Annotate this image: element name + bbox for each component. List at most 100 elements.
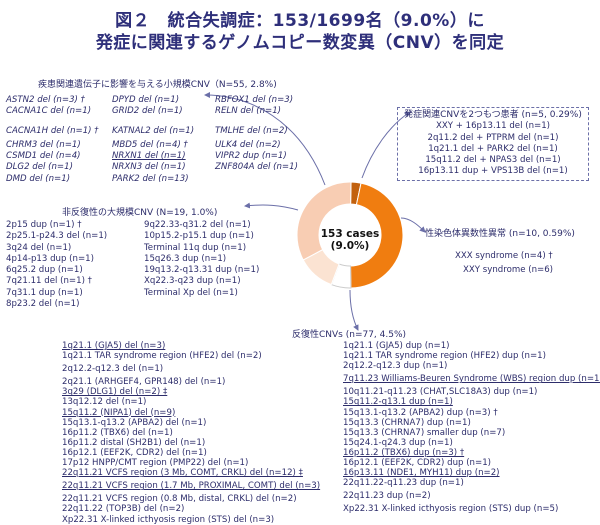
arrow-two-cnv — [361, 111, 411, 179]
donut-slice-recurrent — [350, 182, 404, 289]
recurrent-col2: 1q21.1 (GJA5) dup (n=1) 1q21.1 TAR syndr… — [343, 341, 600, 515]
recurrent-item: 7q11.23 Williams-Beuren Syndrome (WBS) r… — [343, 374, 600, 385]
nonrecurrent-item: Terminal 11q dup (n=1) — [144, 242, 247, 253]
small-cnv-item: ASTN2 del (n=3) † — [6, 95, 85, 105]
recurrent-item: 1q21.1 (GJA5) dup (n=1) — [343, 341, 450, 351]
arrow-nonrecurrent — [244, 202, 299, 211]
nonrecurrent-item: 3q24 del (n=1) — [6, 242, 72, 253]
nonrecurrent-item: 10p15.2-p15.1 dup (n=1) — [144, 231, 254, 242]
nonrecurrent-item: 2p15 dup (n=1) † — [6, 220, 82, 230]
nonrecurrent-item: Xq22.3-q23 dup (n=1) — [144, 276, 241, 287]
sex-chrom-heading: 性染色体異数性異常 (n=10, 0.59%) — [425, 229, 575, 239]
two-cnv-heading: 発症関連CNVを2つもつ患者 (n=5, 0.29%) — [404, 110, 582, 120]
small-cnv-heading: 疾患関連遺伝子に影響を与える小規模CNV（N=55, 2.8%) — [38, 80, 277, 90]
recurrent-col1: 1q21.1 (GJA5) del (n=3) 1q21.1 TAR syndr… — [62, 341, 320, 525]
two-cnv-box — [397, 107, 589, 181]
recurrent-item: 15q13.1-q13.2 (APBA2) del (n=1) — [62, 417, 207, 428]
recurrent-item: 16p11.2 (TBX6) del (n=1) — [62, 427, 173, 438]
small-cnv-col2: DPYD del (n=1) GRID2 del (n=1) KATNAL2 d… — [112, 95, 194, 185]
two-cnv-item: 16p13.11 dup + VPS13B del (n=1) — [418, 166, 568, 177]
small-cnv-item: DPYD del (n=1) — [112, 95, 180, 105]
small-cnv-col1: ASTN2 del (n=3) † CACNA1C del (n=1) CACN… — [6, 95, 99, 185]
arrow-small-cnv — [204, 92, 326, 186]
figure-title-line1: 図２ 統合失調症：153/1699名（9.0%）に — [115, 11, 485, 31]
sex-chrom-item: XXY syndrome (n=6) — [463, 265, 554, 276]
nonrecurrent-col2: 9q22.33-q31.2 del (n=1) 10p15.2-p15.1 du… — [144, 220, 259, 299]
small-cnv-item: CACNA1H del (n=1) † — [6, 125, 99, 136]
arrow-recurrent — [349, 289, 359, 331]
recurrent-item: 15q13.3 (CHRNA7) smaller dup (n=7) — [343, 427, 506, 438]
two-cnv-item: 15q11.2 del + NPAS3 del (n=1) — [425, 155, 561, 166]
nonrecurrent-item: 9q22.33-q31.2 del (n=1) — [144, 220, 251, 230]
small-cnv-col3: RBFOX1 del (n=3) RELN del (n=1) TMLHE de… — [215, 95, 298, 174]
recurrent-item: 15q13.1-q13.2 (APBA2) dup (n=3) † — [343, 407, 498, 418]
small-cnv-item: RBFOX1 del (n=3) — [215, 95, 294, 105]
small-cnv-item: CHRM3 del (n=1) — [6, 139, 81, 150]
nonrecurrent-item: 19q13.2-q13.31 dup (n=1) — [144, 265, 260, 276]
donut-percent: (9.0%) — [330, 240, 370, 252]
small-cnv-item: DLG2 del (n=1) — [6, 162, 73, 173]
recurrent-item: 22q11.21 VCFS region (1.7 Mb, PROXIMAL, … — [62, 481, 321, 492]
recurrent-item: Xp22.31 X-linked icthyosis region (STS) … — [62, 514, 275, 525]
sex-chrom-item: XXX syndrome (n=4) † — [455, 251, 553, 261]
recurrent-item: 13q12.12 del (n=1) — [62, 397, 147, 408]
recurrent-item: 15q11.2 (NIPA1) del (n=9) — [62, 407, 176, 418]
recurrent-item: 16p12.1 (EEF2K, CDR2) del (n=1) — [62, 447, 207, 458]
small-cnv-item: GRID2 del (n=1) — [112, 106, 183, 117]
small-cnv-item: VIPR2 dup (n=1) — [215, 151, 287, 162]
nonrecurrent-item: 7q21.11 del (n=1) † — [6, 276, 92, 287]
two-cnv-item: 1q21.1 del + PARK2 del (n=1) — [428, 143, 558, 154]
recurrent-item: 22q11.22 (TOP3B) del (n=2) — [62, 504, 185, 515]
small-cnv-item: CSMD1 del (n=4) — [6, 151, 81, 162]
nonrecurrent-item: 2p25.1-p24.3 del (n=1) — [6, 231, 108, 242]
recurrent-item: 22q11.21 VCFS region (0.8 Mb, distal, CR… — [62, 494, 297, 505]
recurrent-item: 1q21.1 TAR syndrome region (HFE2) dup (n… — [343, 351, 546, 362]
nonrecurrent-item: 6q25.2 dup (n=1) — [6, 265, 83, 276]
small-cnv-item: ULK4 del (n=2) — [215, 139, 281, 150]
nonrecurrent-item: 8p23.2 del (n=1) — [6, 299, 80, 310]
donut-slice-small — [296, 181, 352, 261]
small-cnv-item: PARK2 del (n=13) — [112, 173, 189, 184]
recurrent-item: 2q21.1 (ARHGEF4, GPR148) del (n=1) — [62, 377, 226, 388]
recurrent-item: 16p11.2 distal (SH2B1) del (n=1) — [62, 437, 206, 448]
recurrent-item: 17p12 HNPP/CMT region (PMP22) del (n=1) — [62, 458, 249, 469]
recurrent-item: 16p11.2 (TBX6) dup (n=3) † — [343, 447, 465, 458]
two-cnv-item: XXY + 16p13.11 del (n=1) — [435, 121, 551, 132]
recurrent-item: 15q24.1-q24.3 dup (n=1) — [343, 437, 453, 448]
recurrent-item: 3q29 (DLG1) del (n=2) ‡ — [62, 387, 168, 398]
recurrent-item: 16p12.1 (EEF2K, CDR2) dup (n=1) — [343, 458, 492, 469]
recurrent-item: 22q11.23 dup (n=2) — [343, 491, 431, 502]
nonrecurrent-item: 7q31.1 dup (n=1) — [6, 287, 83, 298]
small-cnv-item: CACNA1C del (n=1) — [6, 106, 92, 117]
nonrecurrent-item: 4p14-p13 dup (n=1) — [6, 253, 94, 264]
recurrent-heading: 反復性CNVs (n=77, 4.5%) — [292, 330, 407, 340]
two-cnv-item: 2q11.2 del + PTPRM del (n=1) — [427, 132, 559, 143]
recurrent-item: 1q21.1 TAR syndrome region (HFE2) del (n… — [62, 351, 262, 362]
small-cnv-item: NRXN3 del (n=1) — [112, 162, 186, 173]
small-cnv-item: KATNAL2 del (n=1) — [112, 125, 195, 136]
arrow-sex-chrom — [400, 217, 426, 233]
small-cnv-item: RELN del (n=1) — [215, 106, 282, 117]
small-cnv-item: TMLHE del (n=2) — [215, 125, 288, 136]
nonrecurrent-item: Terminal Xp del (n=1) — [144, 287, 238, 298]
recurrent-item: 16p13.11 (NDE1, MYH11) dup (n=2) — [343, 468, 500, 479]
recurrent-item: 2q12.2-q12.3 del (n=1) — [62, 364, 164, 375]
recurrent-item: 22q11.21 VCFS region (3 Mb, COMT, CRKL) … — [62, 468, 303, 479]
nonrecurrent-col1: 2p15 dup (n=1) † 2p25.1-p24.3 del (n=1) … — [6, 220, 107, 310]
nonrecurrent-item: 15q26.3 dup (n=1) — [144, 253, 227, 264]
figure-title-line2: 発症に関連するゲノムコピー数変異（CNV）を同定 — [95, 33, 505, 53]
recurrent-item: Xp22.31 X-linked icthyosis region (STS) … — [343, 504, 559, 515]
donut-center-label: 153 cases (9.0%) — [320, 228, 380, 252]
recurrent-item: 15q11.2-q13.1 dup (n=1) — [343, 397, 453, 408]
two-cnv-block: 発症関連CNVを2つもつ患者 (n=5, 0.29%) XXY + 16p13.… — [401, 110, 585, 178]
recurrent-item: 15q13.3 (CHRNA7) dup (n=1) — [343, 417, 471, 428]
small-cnv-item: MBD5 del (n=4) † — [112, 139, 188, 150]
recurrent-item: 1q21.1 (GJA5) del (n=3) — [62, 341, 166, 351]
recurrent-item: 2q12.2-q12.3 dup (n=1) — [343, 361, 448, 372]
sex-chrom-list: XXX syndrome (n=4) † XXY syndrome (n=6) — [455, 251, 553, 277]
small-cnv-item: ZNF804A del (n=1) — [215, 162, 298, 173]
recurrent-item: 22q11.22-q11.23 dup (n=1) — [343, 478, 464, 489]
small-cnv-item: NRXN1 del (n=1) — [112, 151, 186, 162]
